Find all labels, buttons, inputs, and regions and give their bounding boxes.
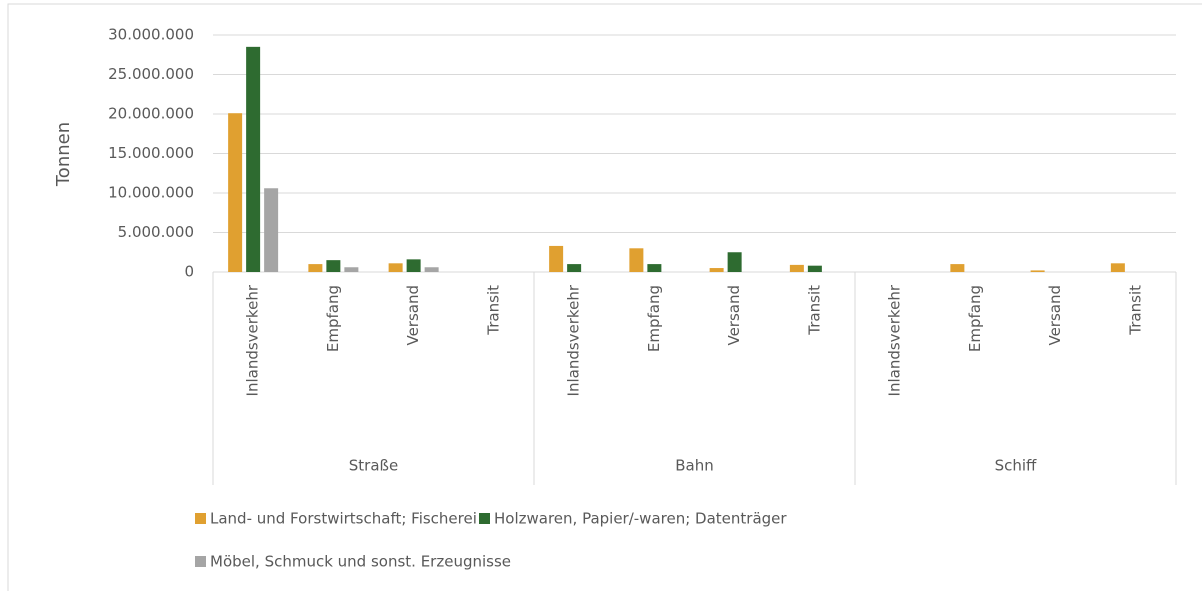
- x-tick-label: Versand: [404, 285, 422, 346]
- x-tick-label: Transit: [805, 285, 823, 336]
- bar: [647, 264, 662, 272]
- bar: [567, 264, 582, 272]
- x-tick-label: Empfang: [324, 285, 342, 352]
- group-label: Schiff: [995, 457, 1037, 475]
- x-tick-label: Transit: [1126, 285, 1144, 336]
- legend-swatch: [195, 513, 206, 524]
- y-tick-label: 5.000.000: [118, 223, 194, 241]
- x-tick-label: Transit: [484, 285, 502, 336]
- bar: [424, 267, 439, 272]
- y-tick-label: 15.000.000: [108, 144, 194, 162]
- bar: [406, 259, 421, 272]
- bar: [1110, 263, 1125, 272]
- legend-swatch: [195, 556, 206, 567]
- x-tick-label: Inlandsverkehr: [244, 284, 262, 396]
- x-tick-label: Empfang: [645, 285, 663, 352]
- chart-frame: [7, 3, 1202, 591]
- y-tick-label: 10.000.000: [108, 184, 194, 202]
- bar: [549, 245, 564, 272]
- legend-label: Holzwaren, Papier/-waren; Datenträger: [494, 510, 787, 528]
- x-tick-label: Inlandsverkehr: [565, 284, 583, 396]
- bar: [629, 248, 644, 272]
- bar: [388, 263, 403, 272]
- y-tick-label: 30.000.000: [108, 26, 194, 44]
- bar: [950, 264, 965, 272]
- bar: [228, 113, 243, 273]
- bar: [1030, 270, 1045, 272]
- bar: [246, 46, 261, 272]
- x-tick-label: Versand: [725, 285, 743, 346]
- legend-label: Möbel, Schmuck und sonst. Erzeugnisse: [210, 553, 511, 571]
- y-tick-label: 25.000.000: [108, 65, 194, 83]
- bar: [308, 264, 323, 272]
- bar: [344, 267, 359, 272]
- legend-label: Land- und Forstwirtschaft; Fischerei: [210, 510, 477, 528]
- legend-swatch: [479, 513, 490, 524]
- bar: [326, 260, 341, 272]
- group-label: Straße: [349, 457, 398, 475]
- y-tick-label: 20.000.000: [108, 105, 194, 123]
- y-axis-label: Tonnen: [53, 122, 74, 187]
- bar: [727, 252, 742, 272]
- bar: [709, 268, 724, 272]
- bar: [264, 188, 279, 272]
- x-tick-label: Empfang: [966, 285, 984, 352]
- bar: [807, 265, 822, 272]
- x-tick-label: Versand: [1046, 285, 1064, 346]
- x-tick-label: Inlandsverkehr: [886, 284, 904, 396]
- y-tick-label: 0: [184, 263, 194, 281]
- bar: [789, 264, 804, 272]
- group-label: Bahn: [675, 457, 714, 475]
